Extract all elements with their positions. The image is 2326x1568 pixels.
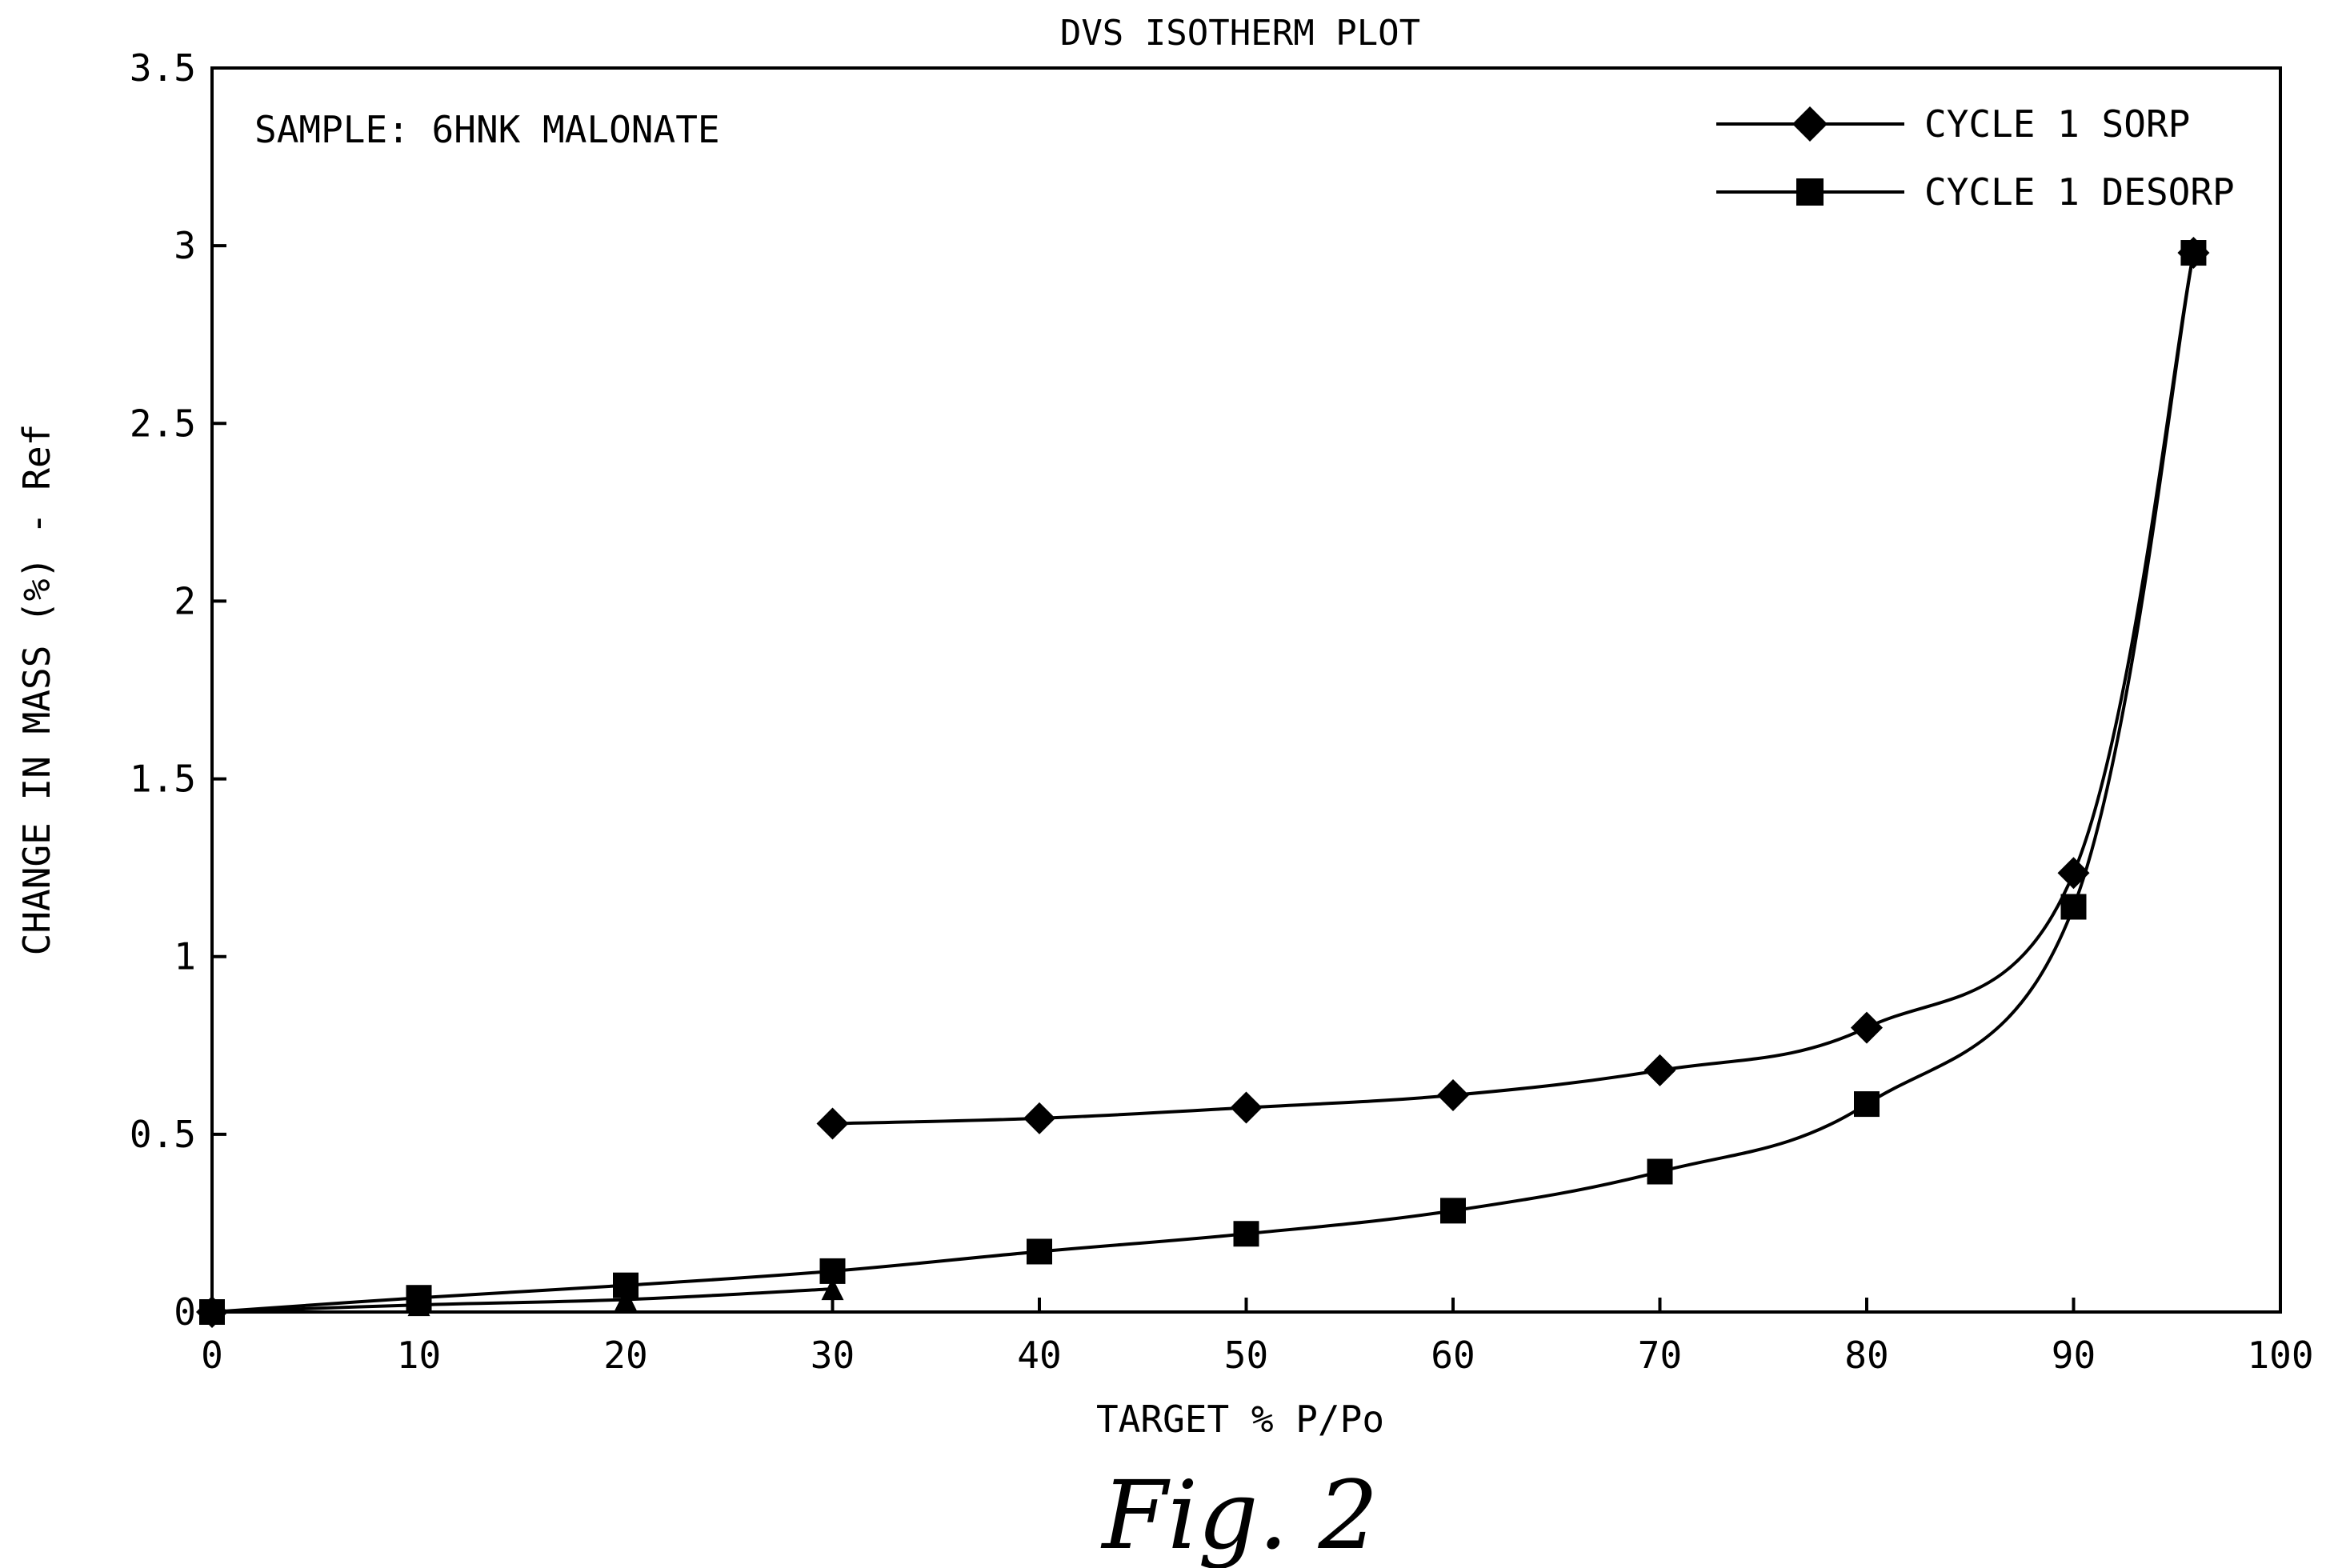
legend-item: CYCLE 1 DESORP xyxy=(1716,170,2235,214)
y-axis: 0 0.5 1 1.5 2 2.5 3 3.5 xyxy=(130,46,226,1334)
series-line xyxy=(211,1287,833,1314)
legend: CYCLE 1 SORP CYCLE 1 DESORP xyxy=(1716,102,2235,214)
data-point xyxy=(1230,1091,1263,1124)
data-point xyxy=(2180,240,2207,266)
data-point xyxy=(1440,1198,1466,1224)
x-tick-label: 50 xyxy=(1224,1334,1268,1377)
series-2 xyxy=(199,240,2207,1325)
x-tick-label: 20 xyxy=(603,1334,647,1377)
sample-annotation: SAMPLE: 6HNK MALONATE xyxy=(254,108,720,151)
x-tick-label: 80 xyxy=(1844,1334,1888,1377)
x-tick-label: 40 xyxy=(1017,1334,1061,1377)
data-point xyxy=(1023,1102,1055,1134)
x-tick-label: 0 xyxy=(201,1334,223,1377)
x-tick-label: 70 xyxy=(1638,1334,1682,1377)
y-tick-label: 2 xyxy=(174,579,196,622)
x-axis: 0 10 20 30 40 50 60 70 80 90 100 xyxy=(201,1298,2314,1377)
series-1 xyxy=(816,237,2210,1140)
data-point xyxy=(2060,894,2087,920)
series-layer xyxy=(196,237,2210,1328)
data-point xyxy=(1027,1238,1052,1265)
data-point xyxy=(821,1278,844,1301)
figure-caption: Fig. 2 xyxy=(1100,1460,1378,1568)
data-point xyxy=(613,1272,639,1298)
x-tick-label: 90 xyxy=(2052,1334,2096,1377)
legend-label: CYCLE 1 DESORP xyxy=(1924,170,2235,214)
y-tick-label: 0.5 xyxy=(130,1113,196,1156)
series-line xyxy=(211,252,2196,1314)
x-axis-label: TARGET % P/Po xyxy=(1096,1398,1384,1441)
x-tick-label: 100 xyxy=(2247,1334,2313,1377)
series-0 xyxy=(196,1278,844,1328)
legend-label: CYCLE 1 SORP xyxy=(1924,102,2190,146)
y-tick-label: 2.5 xyxy=(130,402,196,445)
x-tick-label: 10 xyxy=(397,1334,441,1377)
y-tick-label: 3 xyxy=(174,224,196,267)
data-point xyxy=(1647,1158,1673,1185)
data-point xyxy=(406,1285,432,1311)
legend-marker xyxy=(1792,106,1828,142)
data-point xyxy=(199,1299,225,1325)
data-point xyxy=(816,1107,849,1140)
chart-title: DVS ISOTHERM PLOT xyxy=(1060,13,1420,54)
legend-item: CYCLE 1 SORP xyxy=(1716,102,2190,146)
y-tick-label: 1 xyxy=(174,935,196,978)
x-tick-label: 30 xyxy=(811,1334,855,1377)
y-tick-label: 1.5 xyxy=(130,758,196,801)
data-point xyxy=(615,1288,637,1311)
series-line xyxy=(832,252,2196,1126)
data-point xyxy=(1437,1078,1469,1111)
data-point xyxy=(819,1258,846,1284)
y-axis-label: CHANGE IN MASS (%) - Ref xyxy=(15,424,58,956)
plot-frame xyxy=(210,66,2282,1314)
data-point xyxy=(1854,1091,1880,1118)
data-point xyxy=(1851,1011,1883,1044)
x-tick-label: 60 xyxy=(1431,1334,1475,1377)
data-point xyxy=(1643,1054,1676,1086)
y-tick-label: 3.5 xyxy=(130,46,196,90)
data-point xyxy=(1233,1221,1259,1247)
legend-marker xyxy=(1796,178,1824,206)
y-tick-label: 0 xyxy=(174,1290,196,1334)
